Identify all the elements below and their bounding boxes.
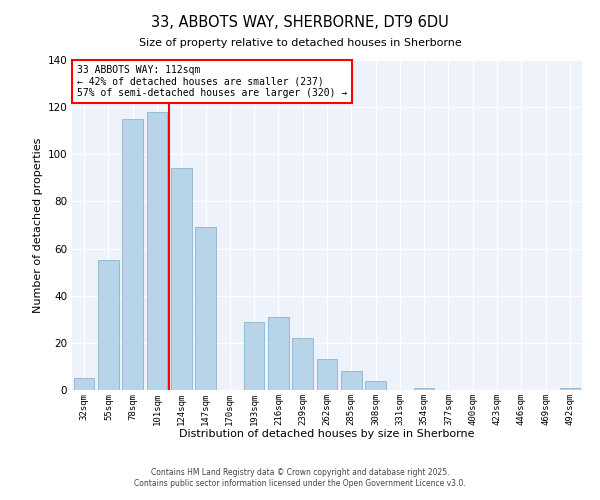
Bar	[195, 228, 216, 390]
Bar	[171, 168, 191, 390]
Text: 33, ABBOTS WAY, SHERBORNE, DT9 6DU: 33, ABBOTS WAY, SHERBORNE, DT9 6DU	[151, 15, 449, 30]
Bar	[122, 119, 143, 390]
X-axis label: Distribution of detached houses by size in Sherborne: Distribution of detached houses by size …	[179, 429, 475, 439]
Bar	[146, 112, 167, 390]
Bar	[414, 388, 434, 390]
Y-axis label: Number of detached properties: Number of detached properties	[33, 138, 43, 312]
Text: 33 ABBOTS WAY: 112sqm
← 42% of detached houses are smaller (237)
57% of semi-det: 33 ABBOTS WAY: 112sqm ← 42% of detached …	[77, 65, 347, 98]
Bar	[341, 371, 362, 390]
Bar	[268, 317, 289, 390]
Bar	[292, 338, 313, 390]
Text: Size of property relative to detached houses in Sherborne: Size of property relative to detached ho…	[139, 38, 461, 48]
Bar	[317, 360, 337, 390]
Bar	[365, 380, 386, 390]
Bar	[560, 388, 580, 390]
Text: Contains HM Land Registry data © Crown copyright and database right 2025.
Contai: Contains HM Land Registry data © Crown c…	[134, 468, 466, 487]
Bar	[244, 322, 265, 390]
Bar	[98, 260, 119, 390]
Bar	[74, 378, 94, 390]
